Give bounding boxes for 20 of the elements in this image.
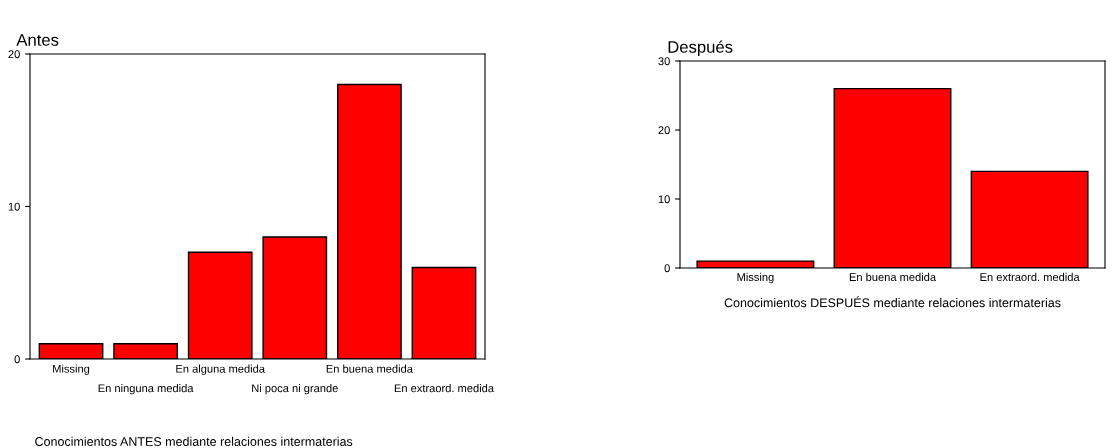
x-axis-title: Conocimientos DESPUÉS mediante relaciones intermaterias (724, 296, 1061, 308)
y-tick-label: 20 (658, 126, 670, 135)
x-tick-label: En alguna medida (176, 364, 265, 375)
x-tick-label: Missing (737, 272, 774, 284)
x-tick-label: Ni poca ni grande (252, 384, 338, 395)
x-tick-label: En extraord. medida (394, 384, 495, 393)
y-tick-label: 0 (664, 264, 670, 273)
y-tick-label: 0 (14, 355, 20, 364)
y-tick-label: 10 (8, 202, 20, 211)
x-tick-label: En extraord. medida (980, 272, 1080, 282)
x-axis-title: Conocimientos ANTES mediante relaciones intermaterias (35, 436, 353, 446)
x-tick-label: En buena medida (849, 272, 937, 282)
y-tick-label: 10 (658, 195, 670, 204)
x-tick-label: Missing (53, 364, 90, 375)
chart-title: Después (668, 40, 733, 57)
y-tick-label: 20 (8, 50, 20, 59)
x-tick-label: En buena medida (326, 364, 413, 373)
y-tick-label: 30 (658, 57, 670, 66)
x-tick-label: En ninguna medida (98, 384, 194, 395)
chart-title: Antes (16, 34, 59, 46)
